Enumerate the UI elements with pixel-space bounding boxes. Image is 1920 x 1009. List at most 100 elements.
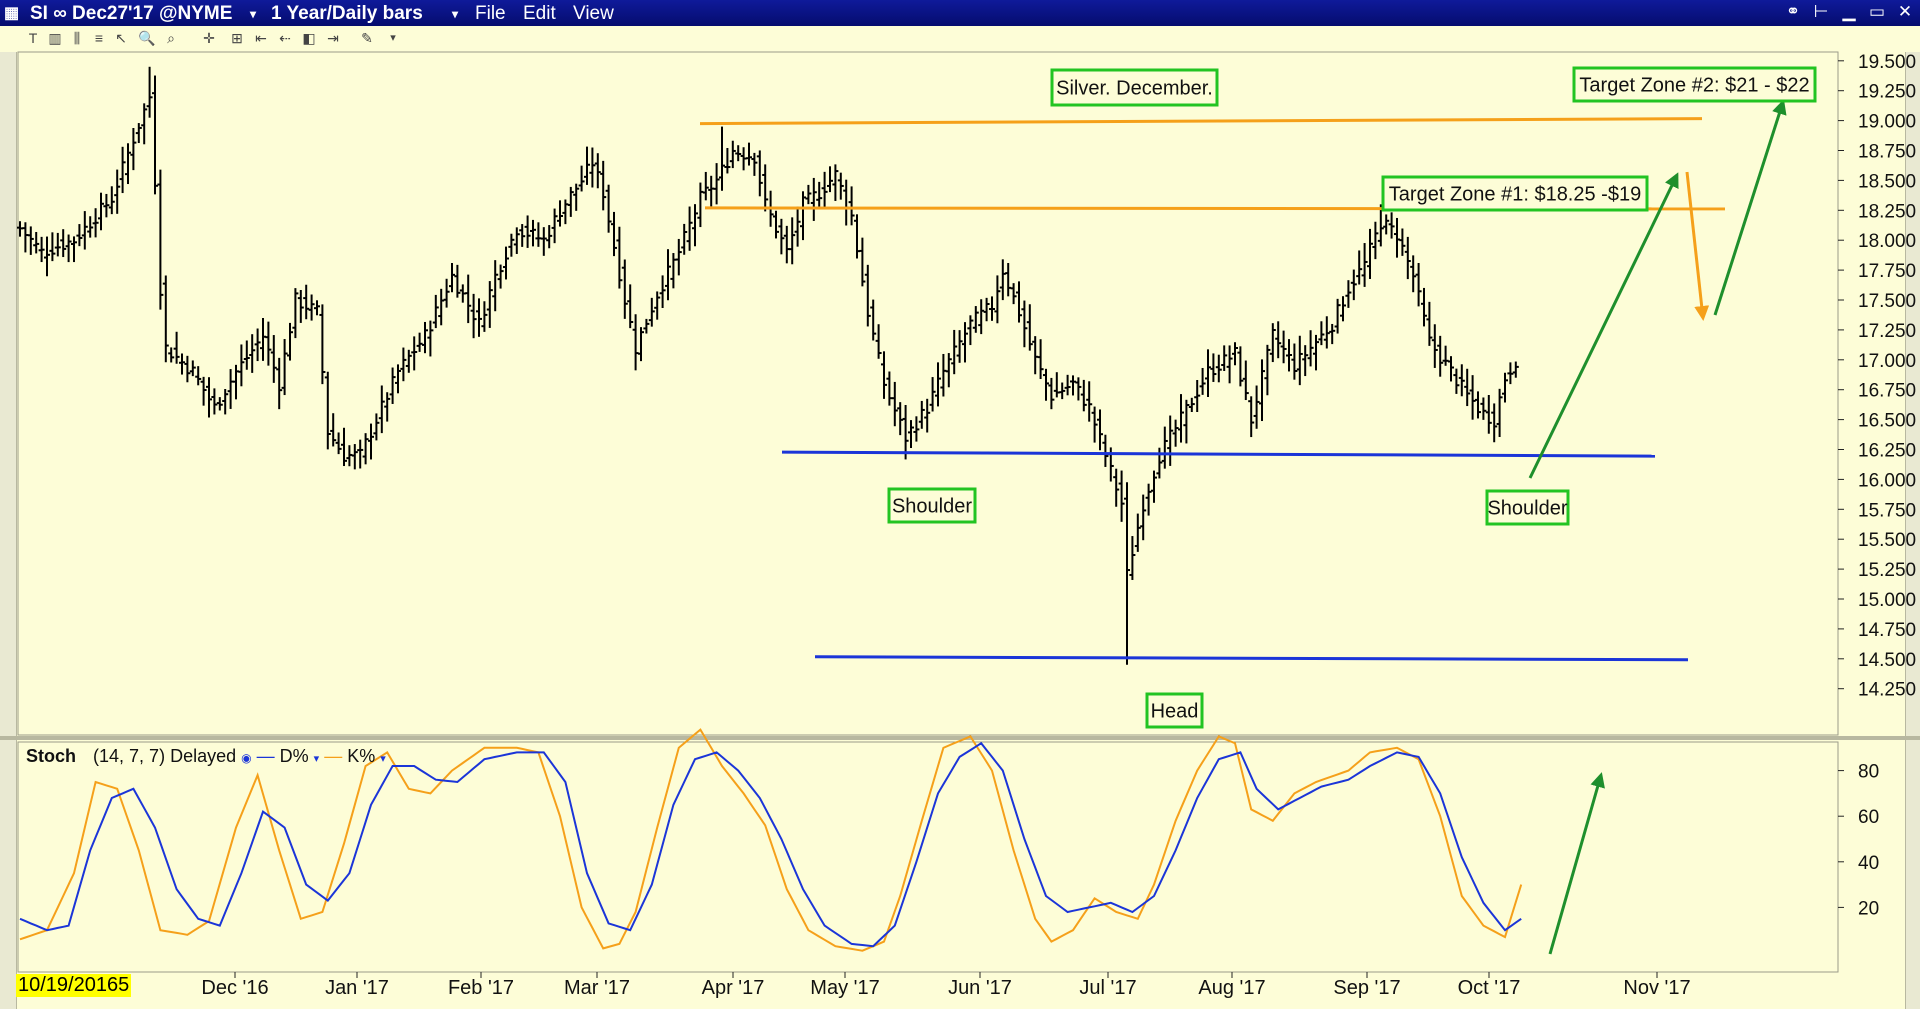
zoom-out-icon[interactable]: ⌕ <box>167 30 175 46</box>
timeframe-selector[interactable]: 1 Year/Daily bars <box>271 3 423 24</box>
price-bar <box>702 171 709 201</box>
price-bar <box>1259 359 1265 422</box>
price-bar <box>935 362 941 407</box>
symbol-selector[interactable]: SI ∞ Dec27'17 @NYME <box>30 3 233 24</box>
split-icon[interactable]: ◧ <box>302 30 316 46</box>
price-bar <box>476 298 482 337</box>
price-bar <box>1178 394 1184 443</box>
bar-style-icon[interactable]: ▥ <box>48 30 62 46</box>
app-icon[interactable]: ▦ <box>4 5 20 22</box>
price-bar <box>891 381 898 427</box>
stoch-d-dropdown-icon[interactable]: ▾ <box>313 753 320 765</box>
stoch-d-legend[interactable]: D% <box>279 746 309 766</box>
menu-view[interactable]: View <box>573 3 614 24</box>
price-bar <box>1442 345 1449 366</box>
toolbar-dropdown-icon[interactable]: ▾ <box>390 32 396 44</box>
price-bar <box>584 146 590 185</box>
price-bar <box>897 402 904 436</box>
price-bar <box>384 392 391 422</box>
zoom-in-icon[interactable]: 🔍 <box>138 30 156 46</box>
x-tick-label: Nov '17 <box>1623 977 1690 999</box>
price-bar <box>1275 321 1282 359</box>
left-shoulder-box-text: Shoulder <box>892 496 972 518</box>
menu-edit[interactable]: Edit <box>523 3 556 24</box>
draw-tool-icon[interactable]: ✎ <box>361 30 373 46</box>
price-bar <box>632 314 639 371</box>
price-bar <box>1383 214 1390 235</box>
stoch-params-dropdown-icon[interactable]: ◉ <box>241 751 252 765</box>
price-bar <box>843 179 850 226</box>
price-bar <box>800 191 806 241</box>
close-icon[interactable]: ✕ <box>1897 2 1913 21</box>
y-tick-label: 15.750 <box>1858 500 1916 521</box>
minimize-icon[interactable]: ▁ <box>1842 2 1856 21</box>
price-bar <box>773 210 779 239</box>
crosshair-icon[interactable]: ✛ <box>203 30 215 46</box>
price-bar <box>270 335 277 383</box>
price-bar <box>870 299 877 341</box>
price-bar <box>1361 243 1368 287</box>
price-bar <box>276 357 283 410</box>
stoch-k-dropdown-icon[interactable]: ▾ <box>380 753 386 765</box>
price-bar <box>373 413 380 441</box>
maximize-icon[interactable]: ▭ <box>1868 2 1886 21</box>
price-bar <box>362 433 369 465</box>
target-zone-1-box-text: Target Zone #1: $18.25 -$19 <box>1389 184 1641 206</box>
timeframe-dropdown-icon[interactable]: ▾ <box>452 7 459 21</box>
price-bar <box>1145 483 1152 516</box>
text-tool-icon[interactable]: T <box>28 30 38 46</box>
right-scrollbar[interactable] <box>1905 52 1920 1009</box>
cursor-icon[interactable]: ↖ <box>115 30 127 46</box>
stoch-k-legend[interactable]: K% <box>347 746 376 766</box>
price-bar <box>416 332 423 352</box>
price-bar <box>233 364 239 400</box>
scroll-start-icon[interactable]: ⇠ <box>279 30 291 46</box>
grid-icon[interactable]: ⊞ <box>231 30 243 46</box>
chart-title-box-text: Silver. December. <box>1056 78 1213 100</box>
link-icon[interactable]: ⚭ <box>1785 2 1801 21</box>
price-bar <box>1448 356 1454 382</box>
resistance-line-upper <box>699 117 1703 126</box>
price-bar <box>1205 349 1211 397</box>
price-bar <box>1032 336 1039 375</box>
menu-file[interactable]: File <box>475 3 506 24</box>
price-bar <box>524 215 531 248</box>
price-bar <box>1053 372 1060 398</box>
price-bar <box>1480 397 1487 420</box>
pin-icon[interactable]: ⊢ <box>1813 2 1829 21</box>
price-bar <box>1026 304 1033 351</box>
right-shoulder-box-border <box>1485 489 1570 526</box>
price-bar <box>1426 301 1433 346</box>
line-style-icon[interactable]: ≡ <box>94 30 104 46</box>
price-bar <box>972 306 979 333</box>
price-bar <box>1080 379 1087 412</box>
price-bar <box>794 206 801 247</box>
price-bar <box>1172 419 1179 447</box>
price-bar <box>114 169 121 214</box>
price-bar <box>76 224 83 247</box>
price-bar <box>395 364 401 394</box>
price-bar <box>108 186 115 215</box>
price-bar <box>1097 409 1103 451</box>
price-bar <box>1215 354 1222 383</box>
price-bar <box>513 227 520 254</box>
price-bar <box>98 192 104 231</box>
price-bar <box>540 227 547 256</box>
arrow-down-pullback <box>1685 171 1710 321</box>
price-bar <box>368 423 374 460</box>
left-scrollbar[interactable] <box>0 52 17 1009</box>
price-bar <box>1334 298 1341 334</box>
candle-style-icon[interactable]: ⫼ <box>73 30 81 46</box>
price-bar <box>103 193 110 218</box>
price-bar <box>686 206 693 251</box>
price-bar <box>1280 330 1287 364</box>
symbol-dropdown-icon[interactable]: ▾ <box>250 7 257 21</box>
price-bar <box>1059 382 1066 400</box>
stoch-params[interactable]: (14, 7, 7) Delayed <box>93 746 237 766</box>
price-bar <box>557 200 563 227</box>
scroll-right-icon[interactable]: ⇥ <box>327 30 339 46</box>
scroll-left-icon[interactable]: ⇤ <box>255 30 267 46</box>
price-bar <box>1075 377 1082 401</box>
price-bar <box>1394 217 1400 258</box>
